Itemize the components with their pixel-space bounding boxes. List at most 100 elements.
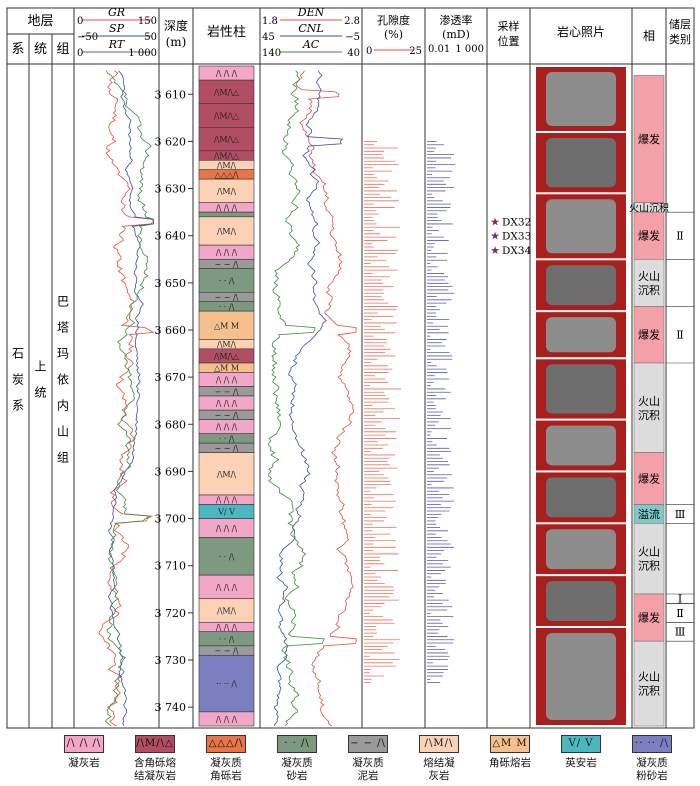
curve-min: 140 bbox=[262, 48, 281, 59]
legend-swatch: △△△/\ bbox=[206, 735, 246, 753]
lithology-symbol: · · /\ bbox=[219, 635, 235, 644]
permeability-track bbox=[427, 141, 455, 684]
reservoir-label: Ⅲ bbox=[675, 508, 686, 521]
facies-label: 爆发 bbox=[638, 611, 660, 625]
permeability-title: 渗透率 bbox=[440, 13, 473, 27]
lithology-bed bbox=[198, 711, 255, 727]
lithology-bed bbox=[198, 211, 255, 218]
core-sample bbox=[546, 199, 616, 254]
depth-tick-label: 3 740 bbox=[155, 701, 187, 714]
lithology-symbol: /\ /\ /\ bbox=[216, 715, 238, 724]
lithology-symbol: V/ V bbox=[217, 508, 235, 517]
depth-tick-label: 3 730 bbox=[155, 654, 187, 667]
lithology-symbol: /\M/\△ bbox=[214, 352, 240, 361]
lithology-symbol: /\ /\ /\ bbox=[216, 423, 238, 432]
legend-label: 凝灰岩 bbox=[68, 757, 100, 769]
lithology-symbol: /\M/\ bbox=[217, 187, 236, 196]
facies-label: 火山 bbox=[638, 395, 660, 408]
sample-label: DX32 bbox=[502, 217, 531, 229]
formation-label: 山 bbox=[57, 425, 69, 439]
facies-label: 沉积 bbox=[638, 284, 660, 297]
facies-label: 爆发 bbox=[638, 229, 660, 243]
legend-swatch: − − /\ bbox=[348, 735, 388, 753]
lithology-bed bbox=[198, 310, 255, 340]
sample-star-icon: ★ bbox=[490, 216, 500, 229]
legend-label: 凝灰质 粉砂岩 bbox=[636, 757, 668, 782]
facies-band bbox=[633, 211, 665, 260]
lithology-symbol: /\ /\ /\ bbox=[216, 583, 238, 592]
lithology-symbol: /\ /\ /\ bbox=[216, 376, 238, 385]
legend-item: − − /\ 凝灰质 泥岩 bbox=[336, 735, 400, 783]
facies-label: 火山 bbox=[638, 546, 660, 559]
lithology-symbol: /\ /\ /\ bbox=[216, 399, 238, 408]
curve-name: RT bbox=[108, 38, 126, 51]
core-sample bbox=[546, 425, 616, 466]
ac-curve bbox=[268, 70, 325, 727]
core-sample bbox=[546, 317, 616, 353]
series-label: 上 bbox=[34, 360, 46, 374]
legend-item: /\M/\ 熔结凝 灰岩 bbox=[407, 735, 471, 783]
lithology-symbol: /\ /\ /\ bbox=[216, 203, 238, 212]
sample-star-icon: ★ bbox=[490, 230, 500, 243]
legend-item: /\ /\ /\ 凝灰岩 bbox=[52, 735, 116, 770]
facies-band bbox=[633, 452, 665, 505]
depth-tick-label: 3 690 bbox=[155, 465, 187, 478]
lithology-symbol: /\M/\△ bbox=[214, 112, 240, 121]
legend-swatch: /\ /\ /\ bbox=[64, 735, 104, 753]
lithology-symbol: − − /\ bbox=[215, 387, 239, 396]
legend-label: 凝灰质 角砾岩 bbox=[210, 757, 242, 782]
sample-label: DX34 bbox=[502, 245, 532, 257]
legend-item: △△△/\ 凝灰质 角砾岩 bbox=[194, 735, 258, 783]
lithology-symbol: /\M/\ bbox=[217, 227, 236, 236]
lithology-bed bbox=[198, 537, 255, 576]
series-label: 统 bbox=[34, 386, 46, 400]
facies-label: 火山 bbox=[638, 270, 660, 283]
system-label: 炭 bbox=[12, 373, 24, 387]
curve-name: GR bbox=[108, 6, 125, 19]
strata-col-2: 组 bbox=[56, 42, 69, 57]
lithology-symbol: /\M/\ bbox=[217, 607, 236, 616]
curve-max: 1 000 bbox=[128, 48, 157, 59]
porosity-title: 孔隙度 bbox=[377, 13, 410, 27]
core-sample bbox=[546, 581, 616, 621]
legend-swatch: /\M/\△ bbox=[135, 735, 175, 753]
strata-title: 地层 bbox=[27, 14, 53, 29]
curve-name: DEN bbox=[297, 6, 325, 19]
strata-col-1: 统 bbox=[34, 42, 47, 57]
legend-item: · · /\ 凝灰质 砂岩 bbox=[265, 735, 329, 783]
curve-max: 50 bbox=[144, 32, 157, 43]
curve-min: 0 bbox=[77, 48, 83, 59]
reservoir-title: 类别 bbox=[669, 32, 691, 46]
lithology-symbol: /\M/\△ bbox=[214, 152, 240, 161]
lithology-symbol: − − /\ bbox=[215, 411, 239, 420]
lithology-symbol: · · /\ bbox=[219, 552, 235, 561]
lithology-symbol: △△△/\ bbox=[215, 170, 239, 179]
formation-label: 塔 bbox=[57, 321, 69, 335]
depth-tick-label: 3 660 bbox=[155, 324, 187, 337]
legend-item: △M M 角砾熔岩 bbox=[478, 735, 542, 770]
facies-band bbox=[633, 640, 665, 727]
legend-swatch: V/ V bbox=[561, 735, 601, 753]
lithology-symbol: △M M bbox=[214, 364, 239, 373]
core-sample bbox=[546, 138, 616, 188]
sp-curve bbox=[107, 70, 154, 727]
legend-item: V/ V 英安岩 bbox=[549, 735, 613, 770]
depth-title: 深度 bbox=[164, 18, 188, 33]
reservoir-title: 储层 bbox=[669, 17, 691, 31]
reservoir-label: Ⅲ bbox=[675, 626, 686, 639]
facies-label: 沉积 bbox=[638, 560, 660, 573]
core-sample bbox=[546, 633, 616, 720]
lithology-symbol: · · /\ bbox=[219, 302, 235, 311]
lithology-column: /\ /\ /\ /\M/\△ /\M/\△ /\M/\△ /\M/\△ /\M/\ △△△… bbox=[198, 65, 255, 727]
permeability-title: (mD) bbox=[442, 28, 470, 41]
photo-title: 岩心照片 bbox=[557, 24, 605, 39]
legend-swatch: ·· ·· /\ bbox=[632, 735, 672, 753]
legend-label: 含角砾熔 结凝灰岩 bbox=[134, 757, 176, 782]
legend-swatch: /\M/\ bbox=[419, 735, 459, 753]
depth-tick-label: 3 720 bbox=[155, 607, 187, 620]
system-label: 系 bbox=[12, 399, 24, 413]
reservoir-label: Ⅱ bbox=[676, 329, 683, 342]
lithology-symbol: /\M/\△ bbox=[214, 88, 240, 97]
